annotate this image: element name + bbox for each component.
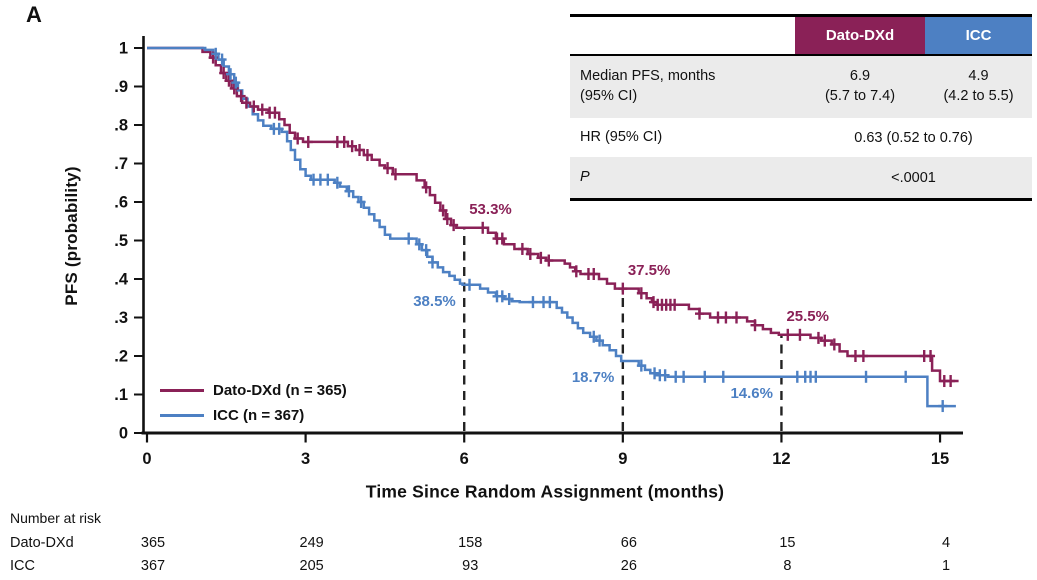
risk-count: 1 bbox=[942, 558, 951, 574]
x-tick-label: 6 bbox=[460, 450, 469, 468]
x-tick-label: 3 bbox=[301, 450, 310, 468]
y-tick-label: .1 bbox=[114, 386, 128, 404]
legend-item-dato-dxd: Dato-DXd (n = 365) bbox=[160, 378, 347, 403]
stats-header-blank bbox=[570, 17, 795, 54]
y-tick-label: 0 bbox=[119, 425, 128, 443]
risk-count: 249 bbox=[299, 535, 324, 551]
stats-header-icc: ICC bbox=[925, 17, 1032, 54]
p-label: P bbox=[580, 168, 590, 185]
legend-label-icc: ICC (n = 367) bbox=[213, 407, 305, 424]
risk-count: 205 bbox=[299, 558, 324, 574]
stats-row-median-pfs: Median PFS, months (95% CI) 6.9 (5.7 to … bbox=[570, 56, 1032, 118]
risk-count: 158 bbox=[458, 535, 483, 551]
median-pfs-label: Median PFS, months (95% CI) bbox=[580, 68, 716, 104]
y-tick-label: 1 bbox=[119, 40, 128, 58]
x-axis-title: Time Since Random Assignment (months) bbox=[365, 481, 725, 502]
risk-count: 93 bbox=[462, 558, 479, 574]
risk-row-label-icc: ICC bbox=[10, 558, 35, 574]
stats-row-p: P <.0001 bbox=[570, 157, 1032, 198]
risk-count: 8 bbox=[783, 558, 792, 574]
median-pfs-dato-value: 6.9 (5.7 to 7.4) bbox=[824, 68, 896, 104]
km-annotation-187: 18.7% bbox=[571, 369, 615, 386]
risk-row-label-dato-dxd: Dato-DXd bbox=[10, 535, 74, 551]
legend: Dato-DXd (n = 365) ICC (n = 367) bbox=[160, 378, 347, 428]
km-annotation-375: 37.5% bbox=[627, 261, 671, 279]
hr-label: HR (95% CI) bbox=[580, 128, 663, 145]
hr-value: 0.63 (0.52 to 0.76) bbox=[854, 129, 973, 146]
panel-label: A bbox=[26, 2, 42, 27]
stats-header-dato-dxd: Dato-DXd bbox=[795, 17, 925, 54]
risk-count: 15 bbox=[779, 535, 796, 551]
stats-row-hr: HR (95% CI) 0.63 (0.52 to 0.76) bbox=[570, 118, 1032, 157]
p-value: <.0001 bbox=[891, 169, 936, 186]
number-at-risk-title: Number at risk bbox=[10, 510, 102, 526]
y-axis-title: PFS (probability) bbox=[62, 166, 81, 306]
y-tick-label: .5 bbox=[114, 232, 128, 250]
median-pfs-icc-value: 4.9 (4.2 to 5.5) bbox=[943, 68, 1014, 104]
risk-count: 4 bbox=[942, 535, 951, 551]
legend-line-icc bbox=[160, 414, 204, 417]
km-annotation-255: 25.5% bbox=[786, 307, 829, 325]
y-tick-label: .6 bbox=[114, 194, 128, 212]
risk-count: 365 bbox=[140, 535, 166, 551]
y-tick-label: .4 bbox=[114, 271, 129, 289]
y-tick-label: .8 bbox=[114, 117, 128, 135]
km-annotation-385: 38.5% bbox=[413, 292, 456, 310]
y-tick-label: .9 bbox=[114, 78, 128, 96]
legend-line-dato-dxd bbox=[160, 389, 204, 392]
stats-header-row: Dato-DXd ICC bbox=[570, 17, 1032, 56]
km-annotation-533: 53.3% bbox=[469, 200, 512, 218]
risk-count: 66 bbox=[620, 535, 637, 551]
x-tick-label: 12 bbox=[772, 450, 790, 468]
x-tick-label: 9 bbox=[618, 450, 627, 468]
y-tick-label: .3 bbox=[114, 309, 128, 327]
x-tick-label: 0 bbox=[142, 450, 151, 468]
stats-table: Dato-DXd ICC Median PFS, months (95% CI)… bbox=[570, 14, 1032, 201]
legend-label-dato-dxd: Dato-DXd (n = 365) bbox=[213, 382, 347, 399]
risk-count: 367 bbox=[140, 558, 166, 574]
legend-item-icc: ICC (n = 367) bbox=[160, 403, 347, 428]
y-tick-label: .7 bbox=[114, 155, 128, 173]
y-tick-label: .2 bbox=[114, 348, 128, 366]
x-tick-label: 15 bbox=[931, 450, 949, 468]
risk-count: 26 bbox=[620, 558, 637, 574]
km-annotation-146: 14.6% bbox=[730, 384, 773, 402]
